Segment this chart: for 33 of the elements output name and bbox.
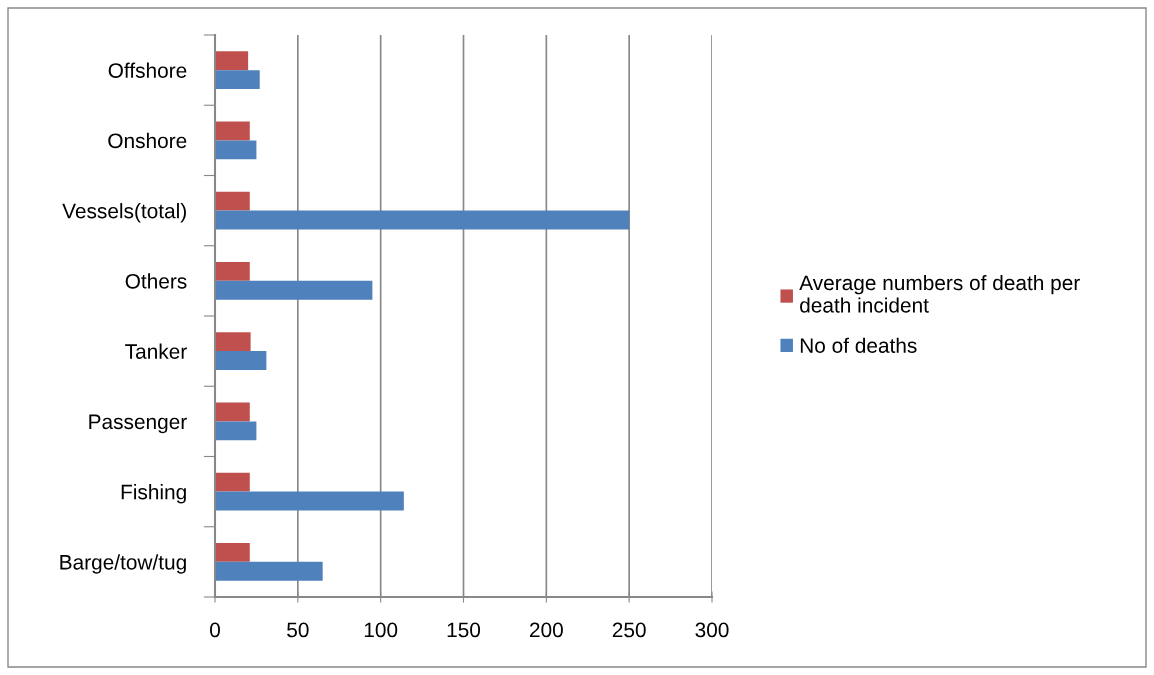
y-tick-label: Offshore: [108, 62, 187, 78]
y-tick-label: Fishing: [121, 484, 186, 504]
legend-label: Average numbers of death per death incident: [799, 274, 1080, 313]
y-tick-label: Barge/tow/tug: [60, 554, 186, 574]
legend-label: No of deaths: [800, 337, 917, 353]
x-tick-label: 200: [530, 622, 563, 638]
bar: [215, 261, 250, 281]
bar: [215, 491, 404, 511]
x-tick-label: 300: [695, 622, 729, 638]
bar: [215, 561, 323, 581]
bar: [215, 421, 257, 441]
x-tick-label: 250: [612, 622, 646, 638]
x-tick-label: 100: [364, 622, 398, 638]
bar: [215, 191, 250, 211]
bar: [215, 280, 373, 300]
bar: [215, 70, 260, 90]
y-tick-label: Vessels(total): [62, 203, 186, 223]
y-tick-label: Passenger: [89, 414, 187, 434]
x-tick-label: 50: [287, 622, 309, 638]
y-tick-label: Tanker: [125, 343, 187, 359]
bar: [215, 210, 630, 230]
bar: [215, 332, 251, 352]
y-tick-label: Others: [125, 273, 187, 289]
bar: [215, 351, 267, 371]
x-tick-label: 150: [447, 622, 481, 638]
bar: [215, 542, 250, 562]
x-tick-label: 0: [210, 622, 220, 638]
bar: [215, 51, 249, 71]
y-tick-label: Onshore: [108, 132, 187, 149]
bar: [215, 472, 250, 492]
bar: [215, 402, 250, 422]
bar: [215, 140, 257, 160]
bar: [215, 121, 250, 141]
